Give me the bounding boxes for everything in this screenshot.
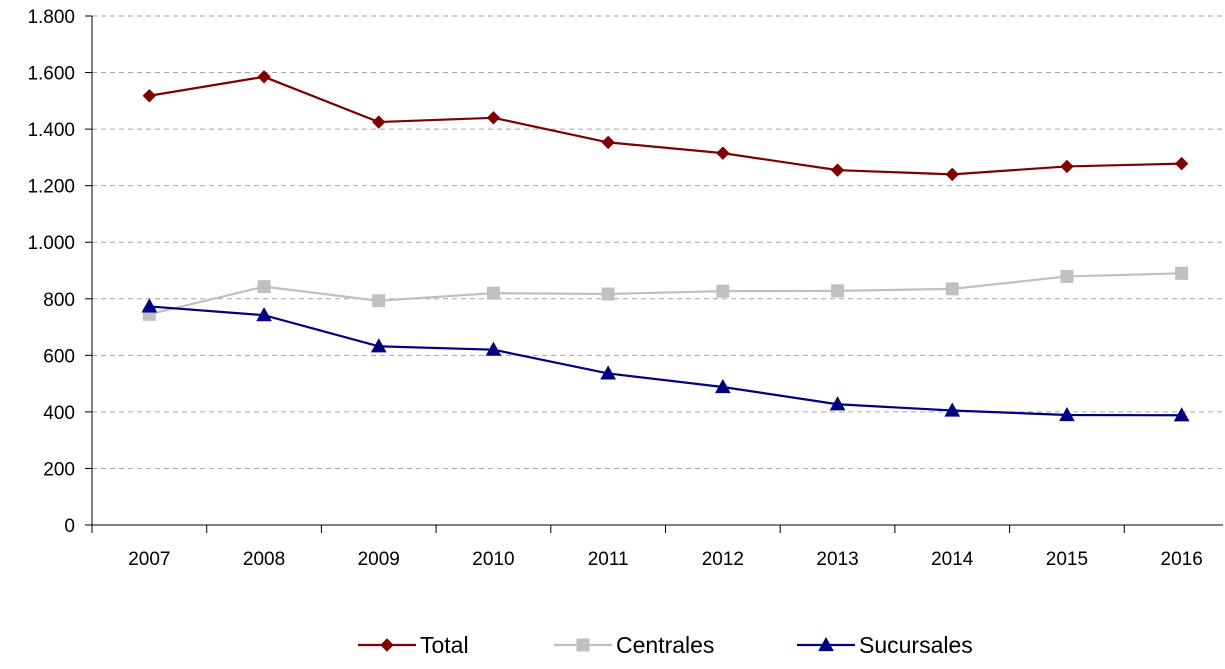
legend-label: Total bbox=[420, 632, 469, 658]
x-tick-label-2014: 2014 bbox=[931, 549, 974, 570]
legend-marker bbox=[380, 638, 394, 652]
series-total bbox=[142, 70, 1189, 182]
y-tick-label: 200 bbox=[43, 459, 75, 480]
data-point-total bbox=[716, 146, 730, 160]
legend-label: Sucursales bbox=[859, 632, 973, 658]
data-point-sucursales bbox=[1059, 406, 1075, 422]
data-point-centrales bbox=[831, 284, 845, 298]
gridlines bbox=[92, 15, 1223, 469]
x-tick-label-2012: 2012 bbox=[702, 549, 744, 570]
data-point-sucursales bbox=[1173, 407, 1190, 422]
data-point-total bbox=[1060, 159, 1074, 174]
data-point-total bbox=[486, 111, 501, 125]
y-tick-label: 1.200 bbox=[27, 177, 75, 198]
x-tick-label-2015: 2015 bbox=[1046, 549, 1088, 570]
series-centrales bbox=[142, 266, 1189, 321]
x-tick-label-2011: 2011 bbox=[588, 549, 629, 570]
data-point-total bbox=[945, 167, 959, 182]
data-point-centrales bbox=[486, 286, 500, 300]
data-point-total bbox=[372, 115, 386, 129]
data-point-sucursales bbox=[944, 402, 961, 417]
x-tick-label-2008: 2008 bbox=[243, 549, 285, 570]
legend-marker bbox=[576, 638, 590, 652]
data-point-centrales bbox=[716, 284, 730, 298]
y-tick-label: 600 bbox=[43, 346, 75, 367]
x-tick-label-2010: 2010 bbox=[472, 549, 514, 570]
data-point-total bbox=[257, 70, 271, 84]
data-point-centrales bbox=[257, 280, 271, 294]
series-line-centrales bbox=[149, 272, 1182, 316]
series-line-sucursales bbox=[149, 305, 1182, 417]
legend-item-centrales: Centrales bbox=[554, 632, 714, 658]
x-tick-label-2009: 2009 bbox=[358, 549, 400, 570]
y-tick-label: 400 bbox=[43, 403, 75, 424]
data-point-sucursales bbox=[600, 365, 616, 380]
data-point-centrales bbox=[945, 282, 959, 296]
x-tick-label-2007: 2007 bbox=[128, 549, 170, 570]
y-tick-label: 1.400 bbox=[27, 120, 75, 141]
series-sucursales bbox=[141, 298, 1190, 422]
legend-label: Centrales bbox=[616, 632, 714, 658]
data-point-sucursales bbox=[715, 378, 731, 394]
y-tick-label: 1.000 bbox=[27, 233, 75, 254]
data-point-sucursales bbox=[256, 307, 272, 322]
legend: Total Centrales Sucursales bbox=[358, 632, 973, 658]
y-tick-label: 800 bbox=[43, 290, 75, 311]
data-point-centrales bbox=[1060, 269, 1074, 283]
x-tick-label-2016: 2016 bbox=[1161, 549, 1203, 570]
legend-item-total: Total bbox=[358, 632, 469, 658]
axes: 0 200 400 600 800 1.000 1.200 1.400 1.600 1.800 20… bbox=[27, 7, 1223, 570]
data-point-centrales bbox=[1175, 266, 1189, 280]
x-tick-label-2013: 2013 bbox=[816, 549, 858, 570]
series-line-total bbox=[149, 75, 1182, 176]
data-point-sucursales bbox=[829, 396, 846, 411]
data-point-sucursales bbox=[141, 298, 158, 313]
data-point-centrales bbox=[372, 294, 386, 308]
data-point-total bbox=[601, 135, 615, 150]
data-point-sucursales bbox=[485, 341, 502, 356]
data-point-total bbox=[1174, 156, 1189, 171]
data-point-centrales bbox=[601, 287, 615, 301]
data-point-sucursales bbox=[370, 338, 387, 353]
y-tick-label: 0 bbox=[64, 516, 75, 537]
series-group bbox=[141, 70, 1190, 422]
data-point-total bbox=[830, 163, 845, 177]
y-tick-label: 1.600 bbox=[27, 64, 75, 85]
data-point-total bbox=[142, 89, 157, 103]
legend-item-sucursales: Sucursales bbox=[797, 632, 973, 658]
legend-marker bbox=[818, 636, 834, 652]
y-tick-label: 1.800 bbox=[27, 7, 75, 28]
